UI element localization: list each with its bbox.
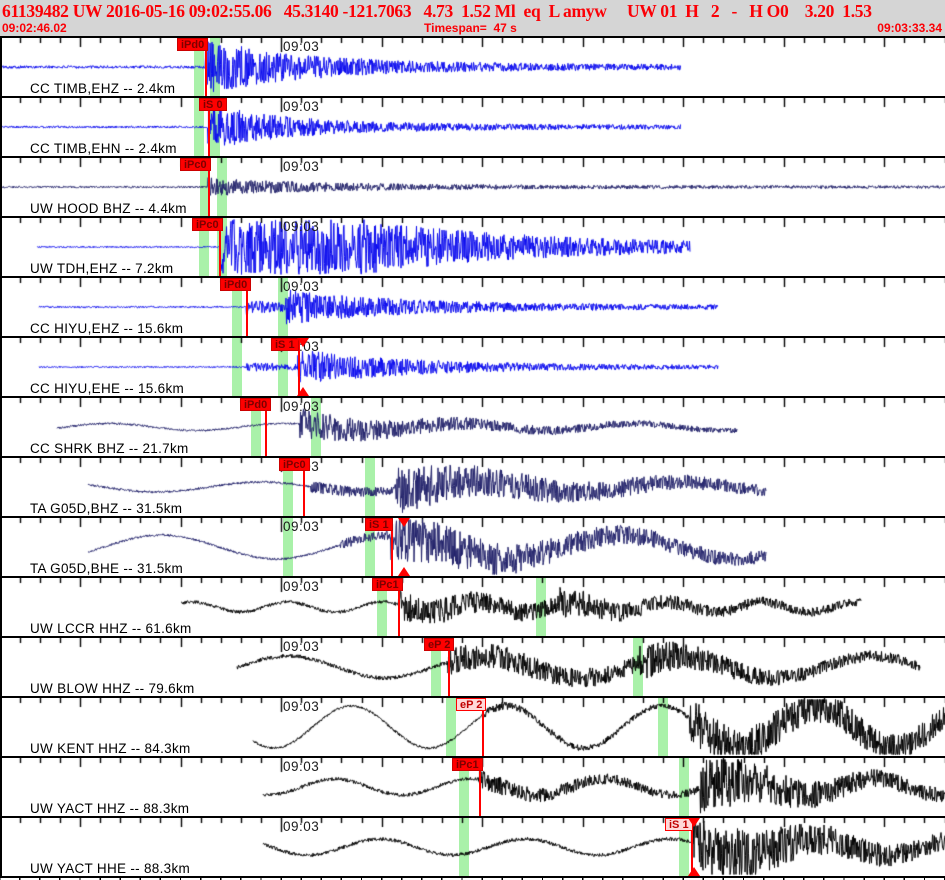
minute-time-label: 09:03 [283,159,320,174]
station-label: UW BLOW HHZ -- 79.6km [30,681,195,696]
waveform-canvas[interactable] [0,518,945,576]
station-label: CC TIMB,EHN -- 2.4km [30,141,177,156]
trace-row: 09:03 iS 1 UW YACT HHE -- 88.3km [0,816,945,876]
pick-line[interactable] [303,458,305,516]
trace-row: 09:03 eP 2 UW BLOW HHZ -- 79.6km [0,636,945,696]
station-label: CC HIYU,EHZ -- 15.6km [30,321,184,336]
waveform-canvas[interactable] [0,458,945,516]
pick-line[interactable] [691,818,693,876]
waveform-canvas[interactable] [0,218,945,276]
bottom-axis-line [0,876,945,878]
minute-time-label: 09:03 [283,39,320,54]
bottom-axis-ticks [0,878,945,880]
s-pick-triangle-top [297,338,309,347]
pick-flag[interactable]: eP 2 [456,698,487,711]
pick-line[interactable] [265,398,267,456]
station-label: TA G05D,BHZ -- 31.5km [30,501,183,516]
pick-line[interactable] [482,698,484,756]
waveform-canvas[interactable] [0,578,945,636]
trace-row: 09:03 iS 1 CC HIYU,EHE -- 15.6km [0,336,945,396]
pick-flag[interactable]: iPd0 [220,278,252,291]
window-end-time: 09:03:33.34 [877,21,942,35]
minute-time-label: 09:03 [283,219,320,234]
trace-plot-area: 09:03 iPd0 CC TIMB,EHZ -- 2.4km 09:03 iS 0 CC… [0,36,945,880]
pick-line[interactable] [398,578,400,636]
pick-flag[interactable]: iS 0 [199,98,227,111]
pick-flag[interactable]: iS 1 [365,518,393,531]
minute-time-label: 09:03 [283,279,320,294]
waveform-canvas[interactable] [0,278,945,336]
waveform-canvas[interactable] [0,818,945,876]
station-label: UW YACT HHZ -- 88.3km [30,801,190,816]
station-label: CC TIMB,EHZ -- 2.4km [30,81,176,96]
trace-row: 09:03 iPc1 UW YACT HHZ -- 88.3km [0,756,945,816]
waveform-canvas[interactable] [0,158,945,216]
event-summary-line: 61139482 UW 2016-05-16 09:02:55.06 45.31… [2,1,872,21]
minute-time-label: 09:03 [283,399,320,414]
s-pick-triangle-top [688,818,700,827]
station-label: CC HIYU,EHE -- 15.6km [30,381,185,396]
trace-row: 09:03 iPc1 UW LCCR HHZ -- 61.6km [0,576,945,636]
trace-row: 09:03iPc0TA G05D,BHZ -- 31.5km [0,456,945,516]
trace-row: 09:03 iPd0 CC HIYU,EHZ -- 15.6km [0,276,945,336]
event-header: 61139482 UW 2016-05-16 09:02:55.06 45.31… [0,0,945,36]
station-label: UW TDH,EHZ -- 7.2km [30,261,174,276]
pick-line[interactable] [448,638,450,696]
pick-flag[interactable]: iPc1 [452,758,483,771]
pick-flag[interactable]: iS 1 [665,818,693,831]
pick-line[interactable] [208,158,210,216]
minute-time-label: 09:03 [283,99,320,114]
pick-flag[interactable]: eP 2 [424,638,455,651]
pick-flag[interactable]: iPc0 [279,458,310,471]
minute-time-label: 09:03 [283,519,320,534]
pick-flag[interactable]: iPc1 [372,578,403,591]
pick-line[interactable] [479,758,481,816]
plot-left-border [0,36,2,878]
minute-time-label: 09:03 [283,579,320,594]
pick-line[interactable] [208,98,210,156]
station-label: UW HOOD BHZ -- 4.4km [30,201,187,216]
waveform-canvas[interactable] [0,338,945,396]
s-pick-triangle-bottom [297,387,309,396]
trace-row: 09:03 iPc0 UW TDH,EHZ -- 7.2km [0,216,945,276]
timespan-label: Timespan= 47 s [424,21,517,35]
minute-time-label: 09:03 [283,699,320,714]
pick-line[interactable] [298,338,300,396]
station-label: UW YACT HHE -- 88.3km [30,861,191,876]
station-label: UW LCCR HHZ -- 61.6km [30,621,192,636]
pick-flag[interactable]: iPc0 [192,218,223,231]
pick-flag[interactable]: iPc0 [180,158,211,171]
s-pick-triangle-bottom [688,867,700,876]
trace-row: 09:03 iS 1 TA G05D,BHE -- 31.5km [0,516,945,576]
station-label: CC SHRK BHZ -- 21.7km [30,441,189,456]
pick-flag[interactable]: iPd0 [177,38,209,51]
s-pick-triangle-bottom [398,567,410,576]
station-label: UW KENT HHZ -- 84.3km [30,741,191,756]
pick-line[interactable] [219,218,221,276]
waveform-canvas[interactable] [0,98,945,156]
trace-row: 09:03 iS 0 CC TIMB,EHN -- 2.4km [0,96,945,156]
pick-line[interactable] [205,38,207,96]
trace-row: 09:03 iPd0 CC TIMB,EHZ -- 2.4km [0,36,945,96]
minute-time-label: 09:03 [283,639,320,654]
pick-line[interactable] [391,518,393,576]
waveform-canvas[interactable] [0,638,945,696]
minute-time-label: 09:03 [283,819,320,834]
waveform-canvas[interactable] [0,38,945,96]
minute-time-label: 09:03 [283,759,320,774]
trace-row: 09:03 eP 2 UW KENT HHZ -- 84.3km [0,696,945,756]
waveform-canvas[interactable] [0,398,945,456]
station-label: TA G05D,BHE -- 31.5km [30,561,184,576]
pick-flag[interactable]: iS 1 [271,338,299,351]
trace-row: 09:03 iPd0 CC SHRK BHZ -- 21.7km [0,396,945,456]
trace-row: 09:03 iPc0 UW HOOD BHZ -- 4.4km [0,156,945,216]
pick-line[interactable] [246,278,248,336]
s-pick-triangle-top [398,518,410,527]
pick-flag[interactable]: iPd0 [240,398,272,411]
window-start-time: 09:02:46.02 [2,21,67,35]
